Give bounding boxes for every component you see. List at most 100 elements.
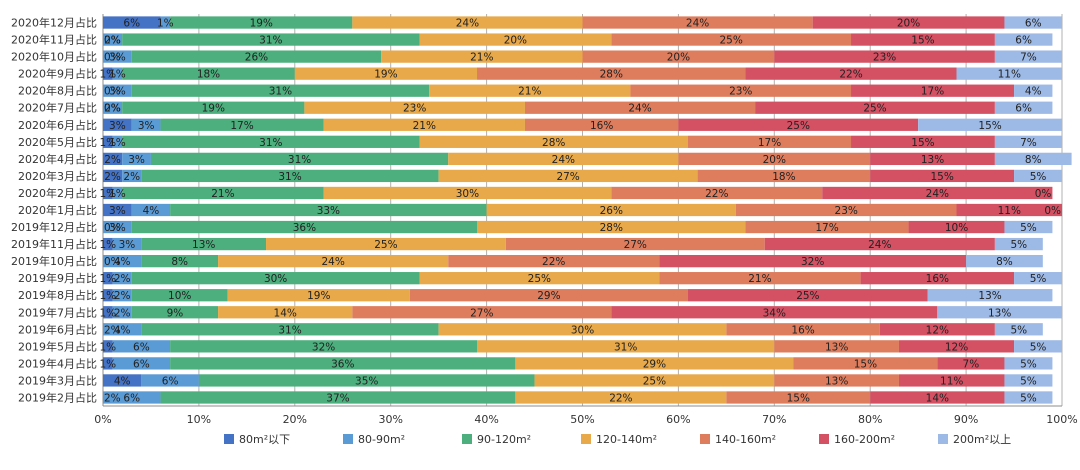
bar-segment — [170, 203, 487, 217]
data-label: 8% — [996, 256, 1013, 268]
bar-segment — [898, 374, 1005, 387]
data-label: 0% — [104, 35, 121, 47]
bar-segment — [131, 272, 420, 285]
data-label: 5% — [1011, 324, 1028, 336]
data-label: 13% — [825, 375, 848, 387]
bar-segment — [726, 323, 880, 336]
data-label: 20% — [667, 52, 690, 64]
data-label: 5% — [1030, 171, 1047, 183]
bar-segment — [937, 306, 1062, 319]
bar-segment — [477, 67, 746, 80]
data-label: 17% — [921, 86, 944, 98]
data-label: 31% — [278, 171, 301, 183]
bar-segment — [419, 33, 612, 46]
data-label: 20% — [504, 35, 527, 47]
data-label: 28% — [600, 222, 623, 234]
data-label: 17% — [230, 120, 253, 132]
legend-swatch — [700, 434, 710, 444]
data-label: 28% — [542, 137, 565, 149]
data-label: 24% — [321, 256, 344, 268]
bar-segment — [879, 323, 995, 336]
data-label: 25% — [528, 273, 551, 285]
bar-segment — [659, 272, 861, 285]
bar-segment — [103, 67, 113, 80]
data-label: 6% — [133, 358, 150, 370]
bar-segment — [103, 374, 142, 387]
x-tick-label: 100% — [1046, 413, 1077, 426]
data-label: 15% — [787, 392, 810, 404]
data-label: 2% — [104, 324, 121, 336]
data-label: 1% — [157, 18, 174, 30]
legend-label: 160-200m² — [834, 433, 895, 446]
bar-segment — [1014, 84, 1053, 97]
data-label: 4% — [1025, 86, 1042, 98]
bar-segment — [438, 323, 727, 336]
data-label: 23% — [873, 52, 896, 64]
bar-segment — [409, 289, 688, 302]
bar-segment — [141, 237, 267, 251]
bar-segment — [851, 135, 995, 148]
bar-segment — [822, 186, 1053, 200]
data-label: 0% — [1044, 205, 1061, 217]
data-label: 4% — [114, 375, 131, 387]
data-label: 3% — [109, 205, 126, 217]
bar-segment — [918, 118, 1062, 131]
bar-segment — [103, 203, 132, 217]
legend-label: 80m²以下 — [239, 433, 290, 446]
data-label: 36% — [293, 222, 316, 234]
bar-segment — [994, 50, 1062, 63]
data-label: 11% — [998, 205, 1021, 217]
bar-segment — [860, 272, 1015, 285]
bar-segment — [793, 357, 938, 370]
data-label: 36% — [331, 358, 354, 370]
bar-segment — [515, 391, 727, 404]
bar-segment — [160, 391, 516, 404]
data-label: 2% — [114, 290, 131, 302]
bar-segment — [524, 101, 756, 114]
bar-segment — [515, 357, 794, 370]
category-label: 2019年9月占比 — [18, 271, 97, 285]
data-label: 1% — [99, 137, 116, 149]
bar-segment — [697, 169, 871, 183]
bar-segment — [659, 254, 967, 268]
data-label: 1% — [99, 273, 116, 285]
data-label: 1% — [109, 188, 126, 200]
bar-segment — [956, 67, 1062, 80]
bar-segment — [582, 50, 775, 63]
bar-segment — [112, 289, 132, 302]
data-label: 11% — [998, 69, 1021, 81]
data-label: 22% — [609, 392, 632, 404]
data-label: 27% — [470, 307, 493, 319]
category-label: 2020年7月占比 — [18, 101, 97, 115]
bar-segment — [735, 203, 957, 217]
data-labels: 6% 1% 19% 24% 24% 20% 6%0%2% 31% 20% 25% 15% 6%0%3%… — [99, 18, 1061, 405]
bar-segment — [994, 237, 1043, 251]
data-label: 3% — [109, 86, 126, 98]
data-label: 0% — [104, 222, 121, 234]
bar-segment — [103, 289, 113, 302]
data-label: 0% — [1035, 188, 1052, 200]
bar-segment — [774, 50, 995, 63]
bar-segment — [745, 67, 957, 80]
category-label: 2020年3月占比 — [18, 169, 97, 183]
bar-segment — [141, 254, 219, 268]
bar-segment — [870, 152, 995, 166]
legend-label: 120-140m² — [596, 433, 657, 446]
data-label: 16% — [590, 120, 613, 132]
bar-segment — [150, 152, 449, 166]
x-tick-label: 70% — [762, 413, 786, 426]
data-label: 14% — [926, 392, 949, 404]
bar-segment — [103, 254, 142, 268]
data-label: 24% — [552, 154, 575, 166]
bar-segment — [1014, 272, 1062, 285]
bar-segment — [438, 169, 698, 183]
bar-segment — [429, 84, 631, 97]
bar-segment — [687, 289, 928, 302]
data-label: 11% — [940, 375, 963, 387]
data-label: 10% — [168, 290, 191, 302]
bar-segment — [419, 135, 688, 148]
bar-segment — [1004, 16, 1062, 29]
data-label: 16% — [791, 324, 814, 336]
bar-segment — [1004, 374, 1053, 387]
data-label: 24% — [456, 18, 479, 30]
